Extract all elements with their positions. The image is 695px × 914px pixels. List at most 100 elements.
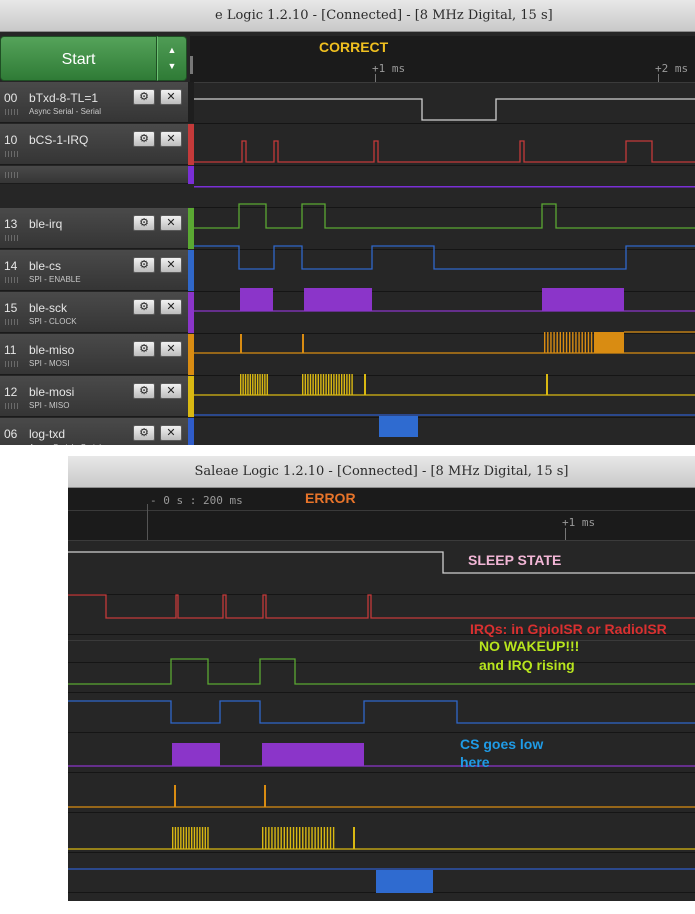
channel-name[interactable]: ble-cs [29,259,62,273]
start-options-button[interactable]: ▲ ▼ [157,36,187,81]
channel-number: 10 [4,133,18,147]
gear-icon[interactable]: ⚙ [133,425,155,441]
waveform-ble-mosi-pulse [177,827,179,849]
drag-handle-icon[interactable] [5,361,19,367]
waveform-ble-sck-burst [172,743,220,766]
timing-mark-1ms: +1 ms [372,62,406,75]
close-icon[interactable]: ✕ [160,257,182,273]
waveform-ble-miso-pulse [565,332,568,353]
channel-analyzer: SPI - MISO [29,401,70,410]
waveform-ble-mosi-pulse [346,374,348,395]
time-ruler[interactable]: +1 ms +2 ms CORRECT [190,36,695,83]
drag-handle-icon[interactable] [5,319,19,325]
channel-row[interactable]: 14 ble-cs SPI - ENABLE ⚙ ✕ [0,250,188,291]
gear-icon[interactable]: ⚙ [133,341,155,357]
waveform-ble-mosi-pulse [309,374,312,395]
channel-name[interactable]: ble-miso [29,343,75,357]
waveform-ble-mosi-pulse [351,374,353,395]
gear-icon[interactable]: ⚙ [133,257,155,273]
channel-color-swatch [188,376,194,417]
close-icon[interactable]: ✕ [160,131,182,147]
ruler-top-band [68,488,695,511]
close-icon[interactable]: ✕ [160,383,182,399]
channel-row[interactable] [0,166,188,184]
row-separator [194,333,695,334]
channel-analyzer: SPI - MOSI [29,359,70,368]
channel-color-swatch [188,334,194,375]
waveform-ble-mosi-pulse [244,374,247,395]
row-separator [68,852,695,853]
waveform-ble-mosi-pulse [180,827,182,849]
time-ruler[interactable]: - 0 s : 200 ms +1 ms ERROR [68,488,695,541]
channel-number: 11 [4,343,17,357]
close-icon[interactable]: ✕ [160,341,182,357]
drag-handle-icon[interactable] [5,109,19,115]
waveform-ble-mosi-pulse [185,827,187,849]
gear-icon[interactable]: ⚙ [133,89,155,105]
close-icon[interactable]: ✕ [160,299,182,315]
drag-handle-icon[interactable] [5,277,19,283]
close-icon[interactable]: ✕ [160,425,182,441]
channel-name[interactable]: bTxd-8-TL=1 [29,91,99,105]
waveform-ble-irq [68,658,695,685]
close-icon[interactable]: ✕ [160,89,182,105]
row-separator [68,812,695,813]
row-separator [68,662,695,663]
channel-row[interactable]: 15 ble-sck SPI - CLOCK ⚙ ✕ [0,292,188,333]
gear-icon[interactable]: ⚙ [133,131,155,147]
waveform-ble-mosi-pulse [252,374,254,395]
waveform-ble-mosi-pulse [196,827,198,849]
channel-analyzer: SPI - ENABLE [29,275,81,284]
channel-row[interactable]: 10 bCS-1-IRQ ⚙ ✕ [0,124,188,165]
channel-name[interactable]: ble-sck [29,301,68,315]
waveform-ble-mosi-pulse [266,374,268,395]
channel-name[interactable]: ble-mosi [29,385,75,399]
waveform-ble-mosi-pulse [348,374,351,395]
channel-row[interactable]: 12 ble-mosi SPI - MISO ⚙ ✕ [0,376,188,417]
channel-row[interactable]: 11 ble-miso SPI - MOSI ⚙ ✕ [0,334,188,375]
channel-row[interactable]: 06 log-txd Async Serial - Serial ⚙ ✕ [0,418,188,445]
close-icon[interactable]: ✕ [160,215,182,231]
tick-200ms [147,504,148,540]
channel-color-swatch [188,82,194,123]
drag-handle-icon[interactable] [5,151,19,157]
waveform-ble-mosi-pulse [172,827,174,849]
waveform-ble-mosi-pulse [299,827,301,849]
drag-handle-icon[interactable] [5,235,19,241]
start-button[interactable]: Start [0,36,157,81]
tick-1ms [375,74,376,82]
channel-color-swatch [188,292,194,333]
row-separator [194,249,695,250]
waveform-ble-mosi-pulse [343,374,345,395]
channel-row[interactable]: 00 bTxd-8-TL=1 Async Serial - Serial ⚙ ✕ [0,82,188,123]
channel-name[interactable]: ble-irq [29,217,63,231]
waveform-btxd [68,551,695,574]
waveform-ble-mosi-pulse [326,827,329,849]
waveform-ble-mosi-pulse [328,374,330,395]
waveform-ble-miso-pulse [547,332,549,353]
waveform-ble-mosi-pulse [262,827,264,849]
gear-icon[interactable]: ⚙ [133,215,155,231]
waveform-bcs-irq [194,140,695,163]
waveform-ble-mosi-pulse [274,827,276,849]
channel-name[interactable]: bCS-1-IRQ [29,133,89,147]
waveform-ble-mosi-pulse [312,374,314,395]
waveform-ble-mosi-pulse [268,827,270,849]
waveform-ble-mosi-pulse [314,827,316,849]
ruler-handle[interactable] [190,56,193,74]
drag-handle-icon[interactable] [5,403,19,409]
channel-color-swatch [188,166,194,184]
window-title: Saleae Logic 1.2.10 - [Connected] - [8 M… [68,456,695,488]
channel-name[interactable]: log-txd [29,427,66,441]
tick-2ms [658,74,659,82]
waveform-ble-mosi-pulse [304,374,306,395]
channel-row[interactable]: 13 ble-irq ⚙ ✕ [0,208,188,249]
waveform-ble-mosi-pulse [240,374,242,395]
waveform-ble-mosi-pulse [317,827,319,849]
row-separator [194,123,695,124]
waveform-ble-mosi-pulse [325,374,327,395]
waveform-separator-channel [194,186,695,188]
drag-handle-icon[interactable] [5,172,19,178]
gear-icon[interactable]: ⚙ [133,299,155,315]
gear-icon[interactable]: ⚙ [133,383,155,399]
